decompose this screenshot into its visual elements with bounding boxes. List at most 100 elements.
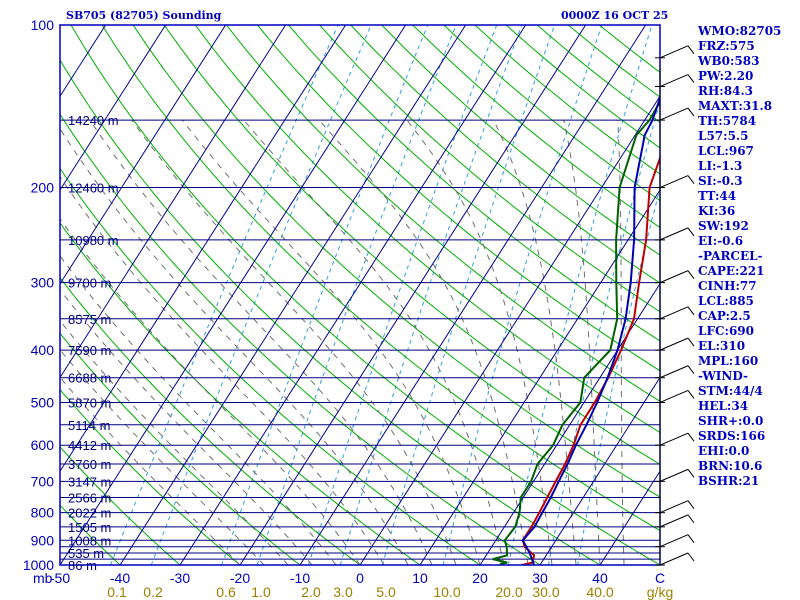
- mixing-ratio-line: [221, 25, 429, 565]
- height-label: 3147 m: [68, 474, 111, 489]
- moist-adiabat: [89, 119, 433, 565]
- isotherm: [599, 470, 660, 565]
- height-label: 7590 m: [68, 343, 111, 358]
- moist-adiabat: [181, 119, 481, 565]
- wind-barb-feather: [687, 390, 695, 399]
- temperature-tick-label: 0: [356, 570, 364, 586]
- temperature-unit-label: C: [655, 570, 665, 586]
- wind-barb: [659, 74, 689, 87]
- wind-barb: [659, 468, 689, 482]
- height-label: 6688 m: [68, 371, 111, 386]
- temperature-tick-label: -50: [50, 570, 70, 586]
- temperature-tick-label: 30: [532, 570, 548, 586]
- pressure-tick-label: 600: [31, 437, 55, 453]
- mixing-ratio-label: 40.0: [586, 584, 613, 600]
- index-item: WMO:82705: [698, 24, 782, 38]
- mixing-ratio-label: 20.0: [495, 584, 522, 600]
- mixing-ratio-label: 30.0: [532, 584, 559, 600]
- mixing-ratio-label: 3.0: [333, 584, 353, 600]
- wind-barb-feather: [687, 175, 695, 184]
- height-label: 14240 m: [68, 113, 119, 128]
- pressure-tick-label: 300: [31, 275, 55, 291]
- wind-barb-feather: [687, 337, 695, 347]
- isotherm: [119, 25, 467, 565]
- index-item: HEL:34: [698, 399, 749, 413]
- index-item: MPL:160: [698, 354, 759, 368]
- wind-barb-feather: [687, 432, 695, 442]
- pressure-tick-label: 200: [31, 180, 55, 196]
- height-label: 2022 m: [68, 506, 111, 521]
- index-item: BSHR:21: [698, 474, 760, 488]
- height-label: 8575 m: [68, 312, 111, 327]
- isotherm: [179, 25, 527, 565]
- index-item: RH:84.3: [698, 84, 753, 98]
- isotherm: [60, 25, 407, 565]
- index-item: SI:-0.3: [698, 174, 743, 188]
- mixing-ratio-label: 0.2: [143, 584, 163, 600]
- temperature-tick-label: 10: [412, 570, 428, 586]
- index-item: PW:2.20: [698, 69, 754, 83]
- wind-barb: [659, 270, 689, 284]
- isotherm: [60, 25, 227, 285]
- wind-barb: [659, 107, 689, 121]
- wind-barb-feather: [687, 534, 695, 544]
- wind-barb-feather: [687, 500, 695, 509]
- index-item: EL:310: [698, 339, 746, 353]
- wind-barb-feather: [687, 74, 695, 83]
- isotherm: [60, 25, 167, 191]
- moist-adiabat: [60, 376, 241, 565]
- isotherm: [239, 25, 587, 565]
- index-item: FRZ:575: [698, 39, 755, 53]
- mixing-ratio-line: [577, 186, 660, 565]
- dry-adiabat: [60, 276, 361, 565]
- dry-adiabat: [132, 25, 660, 498]
- moist-adiabat: [131, 119, 457, 565]
- wind-barb: [659, 552, 689, 566]
- height-label: 10980 m: [68, 233, 119, 248]
- height-label: 5870 m: [68, 395, 111, 410]
- index-item: SRDS:166: [698, 429, 766, 443]
- mixing-ratio-line: [339, 25, 523, 565]
- height-label: 535 m: [68, 546, 104, 561]
- index-item: L57:5.5: [698, 129, 749, 143]
- trace-dewpoint: [492, 99, 660, 565]
- pressure-tick-label: 400: [31, 342, 55, 358]
- isotherm: [539, 376, 660, 565]
- isotherm: [60, 25, 347, 473]
- index-item: -WIND-: [698, 369, 748, 383]
- pressure-tick-label: 100: [31, 17, 55, 33]
- isotherm: [299, 25, 647, 565]
- wind-barb: [659, 175, 689, 189]
- moist-adiabat: [318, 119, 529, 565]
- index-item: BRN:10.6: [698, 459, 763, 473]
- index-item: KI:36: [698, 204, 736, 218]
- moist-adiabat: [617, 120, 625, 565]
- temperature-tick-label: -30: [170, 570, 190, 586]
- isotherm: [60, 25, 287, 379]
- temperature-tick-label: -40: [110, 570, 130, 586]
- index-item: -PARCEL-: [698, 249, 763, 263]
- isotherm: [419, 189, 660, 565]
- index-item: LI:-1.3: [698, 159, 743, 173]
- temperature-tick-label: -10: [290, 570, 310, 586]
- index-item: EI:-0.6: [698, 234, 744, 248]
- index-item: TT:44: [698, 189, 737, 203]
- temperature-tick-label: 40: [592, 570, 608, 586]
- wind-barb-feather: [687, 365, 695, 375]
- isotherm: [479, 282, 660, 565]
- wind-barb: [659, 534, 689, 548]
- mixing-ratio-label: 1.0: [251, 584, 271, 600]
- pressure-tick-label: 1000: [23, 557, 54, 573]
- index-item: EHI:0.0: [698, 444, 750, 458]
- height-label: 4412 m: [68, 438, 111, 453]
- height-label: 1008 m: [68, 533, 111, 548]
- index-item: SHR+:0.0: [698, 414, 764, 428]
- temperature-tick-label: -20: [230, 570, 250, 586]
- moist-adiabat: [60, 127, 409, 565]
- wind-barb-feather: [687, 514, 695, 524]
- pressure-unit-label: mb: [33, 570, 53, 586]
- mixing-ratio-label: 0.6: [216, 584, 236, 600]
- mixing-ratio-label: 10.0: [433, 584, 460, 600]
- pressure-tick-label: 700: [31, 473, 55, 489]
